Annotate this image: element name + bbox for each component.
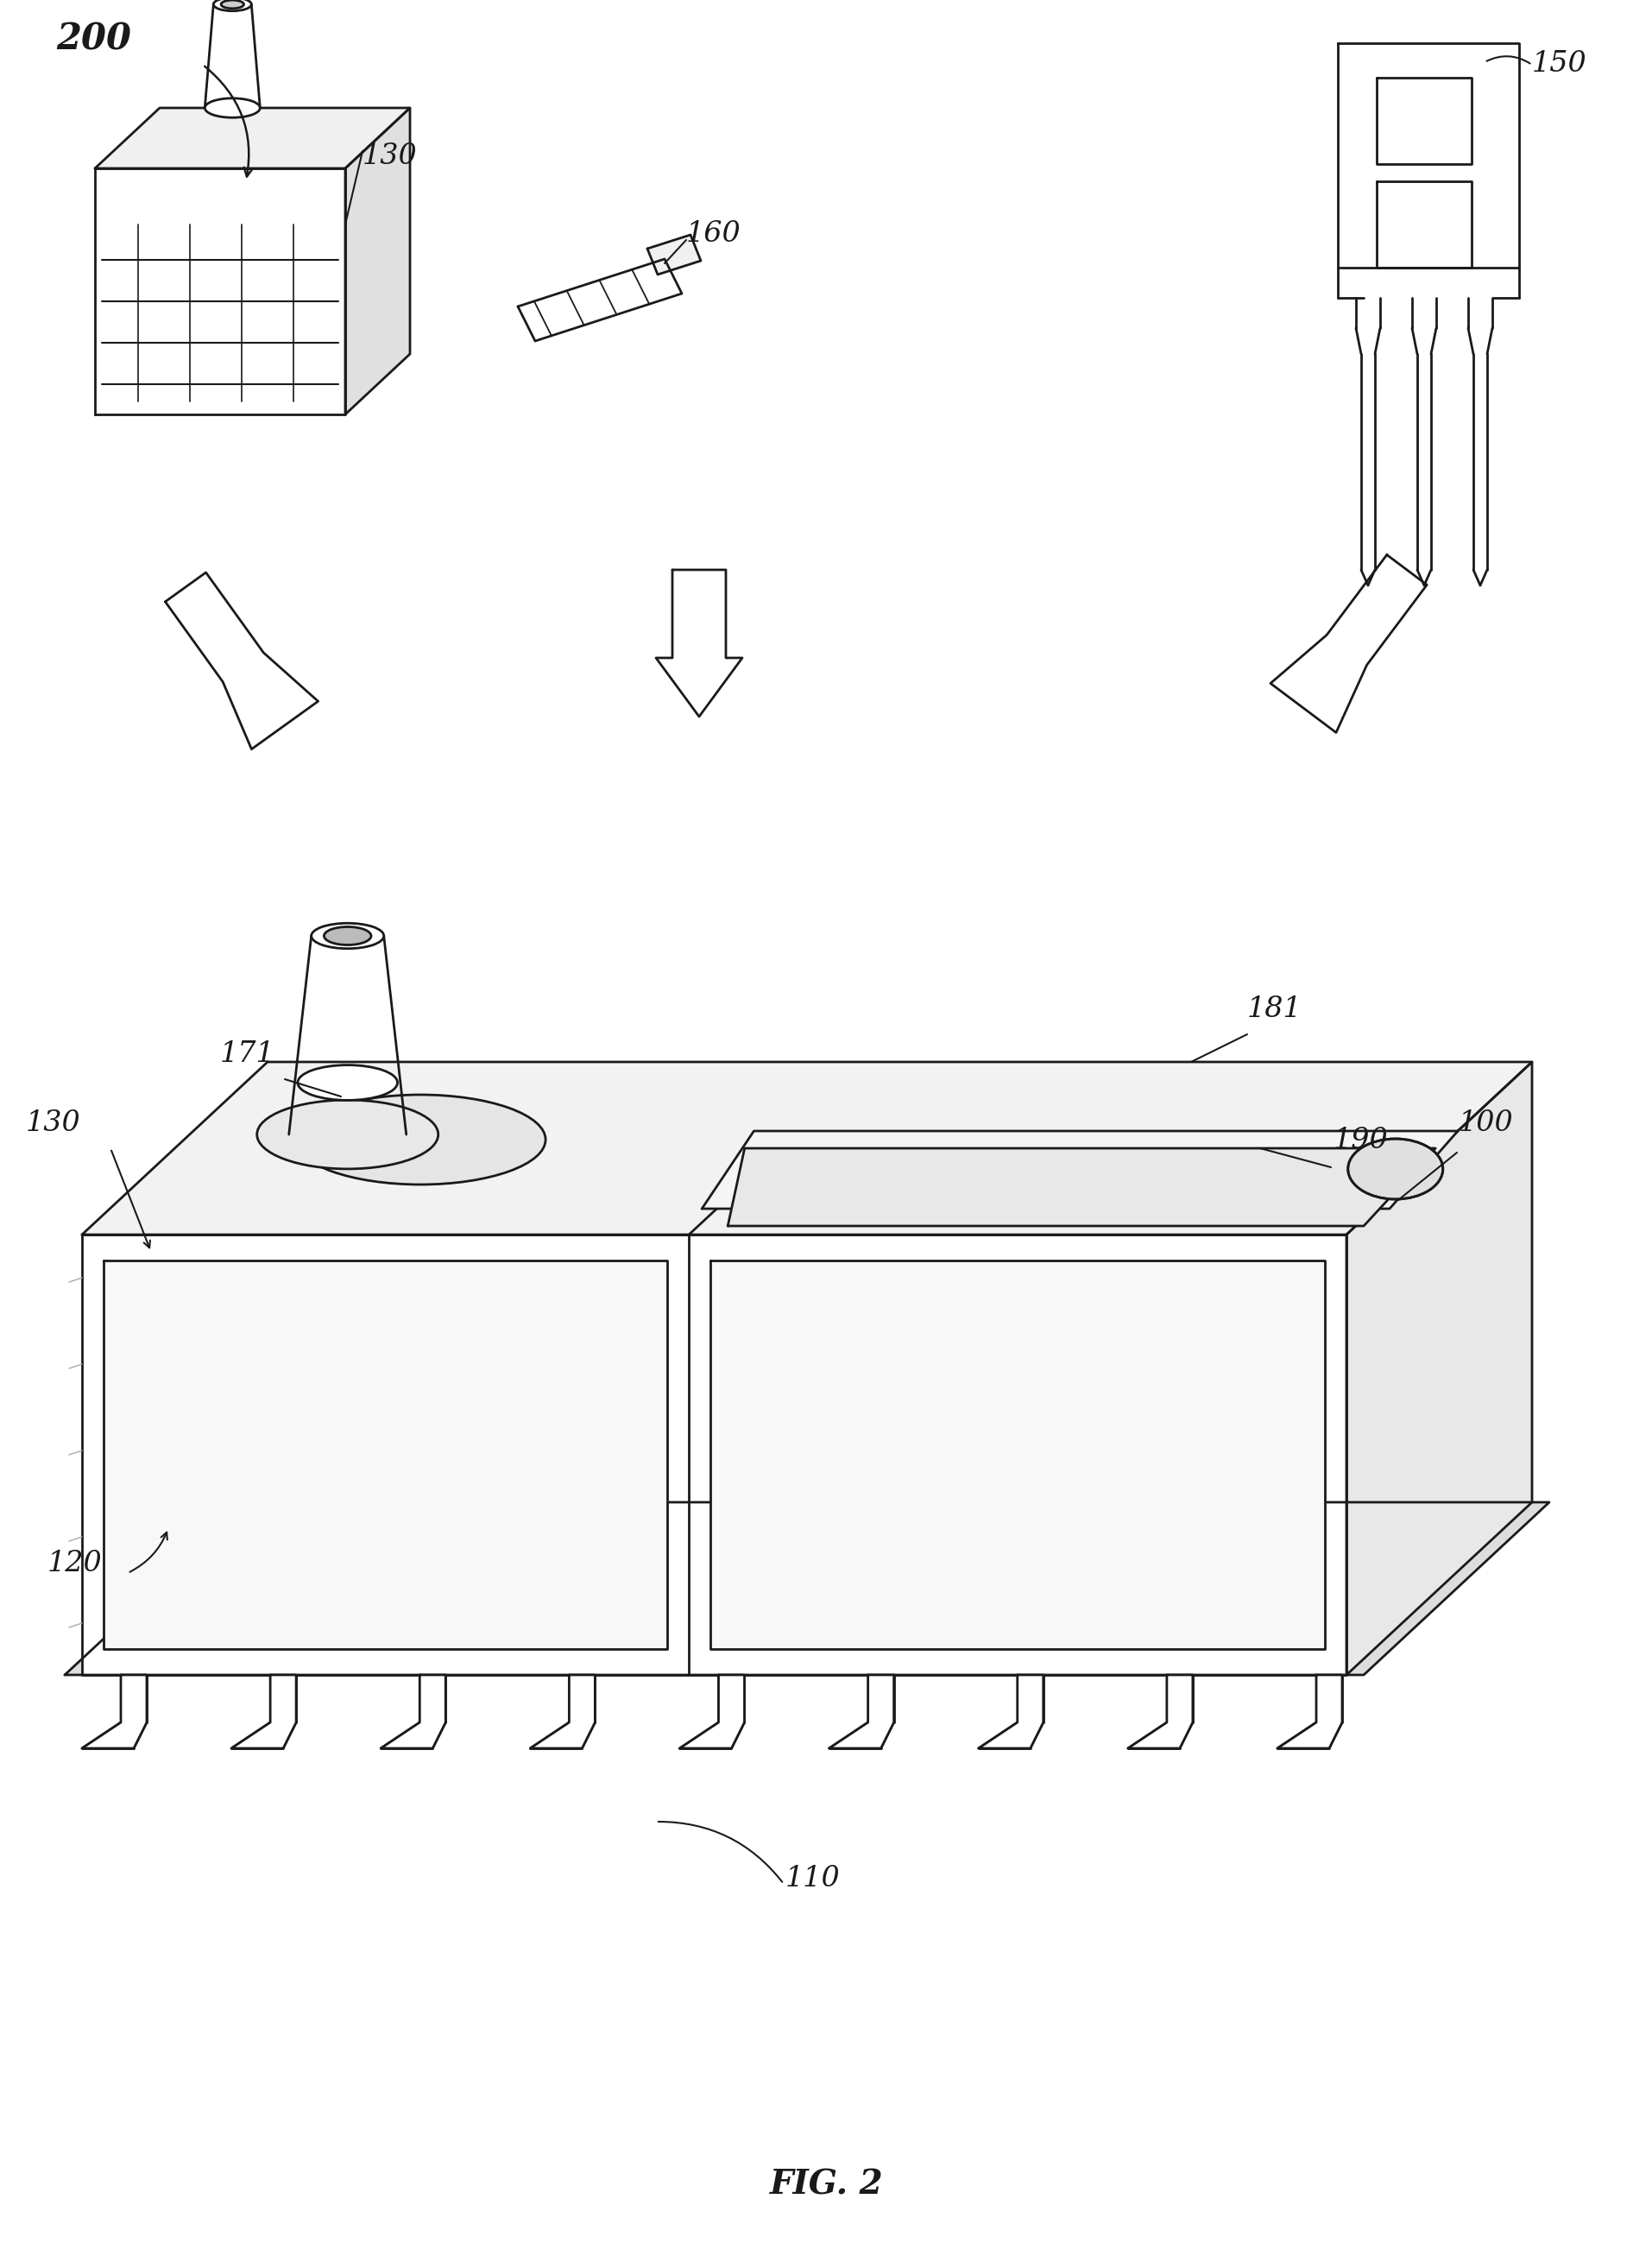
Polygon shape [94, 167, 345, 414]
Polygon shape [829, 1674, 894, 1749]
Text: 181: 181 [1247, 995, 1302, 1022]
FancyArrowPatch shape [657, 1821, 781, 1882]
Polygon shape [345, 109, 410, 414]
Polygon shape [679, 1674, 743, 1749]
Polygon shape [530, 1674, 595, 1749]
Polygon shape [94, 109, 410, 167]
Polygon shape [517, 260, 682, 342]
Polygon shape [1346, 1061, 1531, 1674]
Ellipse shape [296, 1095, 545, 1185]
Text: 150: 150 [1531, 50, 1586, 77]
Ellipse shape [221, 0, 244, 9]
Text: 100: 100 [1459, 1108, 1513, 1138]
Polygon shape [104, 1260, 667, 1649]
Polygon shape [83, 1674, 147, 1749]
Polygon shape [1376, 181, 1470, 267]
Polygon shape [1376, 77, 1470, 165]
Ellipse shape [1348, 1138, 1442, 1199]
Polygon shape [231, 1674, 296, 1749]
Text: 190: 190 [1333, 1126, 1388, 1154]
Ellipse shape [205, 97, 259, 118]
Text: 160: 160 [686, 219, 740, 249]
Polygon shape [1277, 1674, 1341, 1749]
FancyArrowPatch shape [1485, 57, 1530, 63]
Polygon shape [1270, 554, 1426, 733]
Polygon shape [702, 1131, 1457, 1208]
Ellipse shape [256, 1099, 438, 1169]
Polygon shape [1127, 1674, 1193, 1749]
Polygon shape [380, 1674, 446, 1749]
Ellipse shape [213, 0, 251, 11]
Text: 200: 200 [56, 23, 131, 59]
FancyArrowPatch shape [131, 1531, 167, 1572]
Polygon shape [1336, 43, 1518, 267]
Polygon shape [64, 1502, 1548, 1674]
Polygon shape [710, 1260, 1325, 1649]
Polygon shape [165, 572, 317, 749]
Text: 110: 110 [785, 1864, 839, 1893]
Ellipse shape [324, 927, 372, 946]
Text: 130: 130 [26, 1108, 81, 1138]
Ellipse shape [297, 1065, 396, 1099]
Polygon shape [656, 570, 742, 717]
Text: FIG. 2: FIG. 2 [770, 2167, 882, 2201]
Polygon shape [978, 1674, 1042, 1749]
FancyArrowPatch shape [205, 66, 253, 176]
Polygon shape [83, 1061, 1531, 1235]
Polygon shape [648, 235, 700, 274]
Text: 120: 120 [48, 1549, 102, 1577]
Polygon shape [727, 1149, 1436, 1226]
Text: 130: 130 [362, 143, 418, 170]
Polygon shape [83, 1235, 1346, 1674]
Ellipse shape [311, 923, 383, 948]
Text: 171: 171 [220, 1041, 274, 1068]
FancyArrowPatch shape [111, 1151, 150, 1249]
